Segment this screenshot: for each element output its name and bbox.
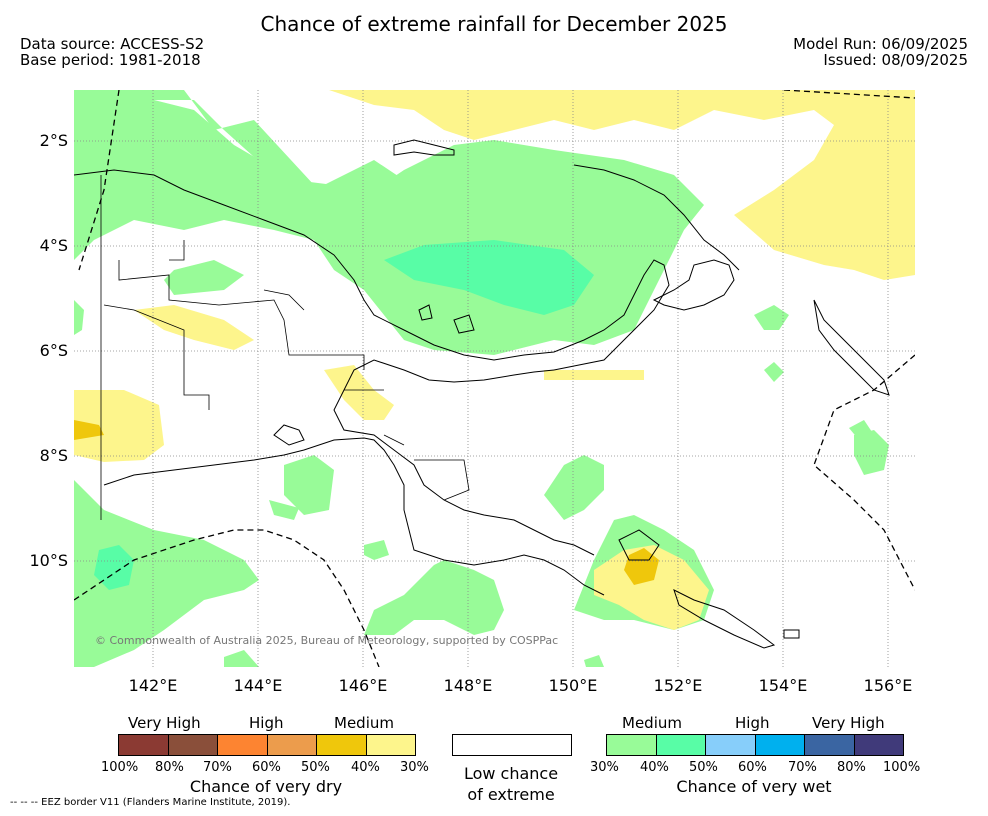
dry-caption: Chance of very dry: [189, 777, 343, 796]
issued-label: Issued: 08/09/2025: [823, 51, 968, 69]
lat-tick-2s: 2°S: [39, 131, 68, 150]
lon-tick-148e: 148°E: [443, 676, 493, 695]
dry-swatch-5: [317, 735, 367, 755]
dry-pct-40: 40%: [351, 760, 380, 775]
dry-level-very-high: Very High: [128, 714, 201, 732]
graticule: [74, 90, 915, 667]
dry-level-high: High: [249, 714, 284, 732]
lat-tick-6s: 6°S: [39, 341, 68, 360]
lon-tick-146e: 146°E: [338, 676, 388, 695]
wet-swatch-6: [854, 735, 903, 755]
dry-swatch-4: [267, 735, 317, 755]
dry-pct-70: 70%: [203, 760, 232, 775]
dry-pct-30: 30%: [400, 760, 429, 775]
dry-swatch-1: [119, 735, 169, 755]
dry-swatch-2: [168, 735, 218, 755]
data-source-label: Data source: ACCESS-S2: [20, 35, 205, 53]
lon-tick-154e: 154°E: [758, 676, 808, 695]
dry-swatch-6: [366, 735, 415, 755]
wet-level-medium: Medium: [622, 714, 682, 732]
lon-tick-156e: 156°E: [863, 676, 913, 695]
wet-pct-100: 100%: [883, 760, 921, 775]
wet-swatch-1: [607, 735, 657, 755]
lon-tick-142e: 142°E: [128, 676, 178, 695]
wet-pct-80: 80%: [837, 760, 866, 775]
wet-pct-70: 70%: [788, 760, 817, 775]
copyright-text: © Commonwealth of Australia 2025, Bureau…: [95, 634, 559, 647]
lat-tick-8s: 8°S: [39, 446, 68, 465]
dry-level-medium: Medium: [334, 714, 394, 732]
low-chance-caption-2: of extreme: [467, 785, 555, 804]
eez-border: [74, 90, 915, 667]
wet-medium-high-region: [94, 240, 594, 590]
dry-pct-100: 100%: [101, 760, 139, 775]
base-period-label: Base period: 1981-2018: [20, 51, 201, 69]
lon-tick-150e: 150°E: [548, 676, 598, 695]
dry-pct-80: 80%: [155, 760, 184, 775]
model-run-label: Model Run: 06/09/2025: [793, 35, 968, 53]
wet-swatch-4: [755, 735, 805, 755]
wet-pct-40: 40%: [640, 760, 669, 775]
border-lines: [100, 175, 470, 520]
dry-pct-60: 60%: [252, 760, 281, 775]
wet-swatch-5: [805, 735, 855, 755]
dry-swatch-3: [218, 735, 268, 755]
lon-tick-144e: 144°E: [233, 676, 283, 695]
lat-tick-10s: 10°S: [29, 551, 68, 570]
wet-swatch-2: [656, 735, 706, 755]
wet-pct-30: 30%: [590, 760, 619, 775]
rainfall-map: [74, 90, 915, 667]
wet-caption: Chance of very wet: [676, 777, 832, 796]
map-canvas: [74, 90, 915, 667]
wet-pct-50: 50%: [689, 760, 718, 775]
lon-tick-152e: 152°E: [653, 676, 703, 695]
wet-color-scale: [606, 734, 904, 756]
wet-pct-60: 60%: [738, 760, 767, 775]
dry-color-scale: [118, 734, 416, 756]
coastline: [74, 139, 890, 649]
wet-swatch-3: [706, 735, 756, 755]
low-chance-caption-1: Low chance: [463, 764, 559, 783]
dry-pct-50: 50%: [301, 760, 330, 775]
wet-level-very-high: Very High: [812, 714, 885, 732]
wet-level-high: High: [735, 714, 770, 732]
low-chance-swatch: [452, 734, 572, 756]
eez-border-note: -- -- -- EEZ border V11 (Flanders Marine…: [10, 797, 291, 808]
lat-tick-4s: 4°S: [39, 236, 68, 255]
dry-medium-region: [74, 90, 915, 630]
map-title: Chance of extreme rainfall for December …: [260, 12, 728, 36]
